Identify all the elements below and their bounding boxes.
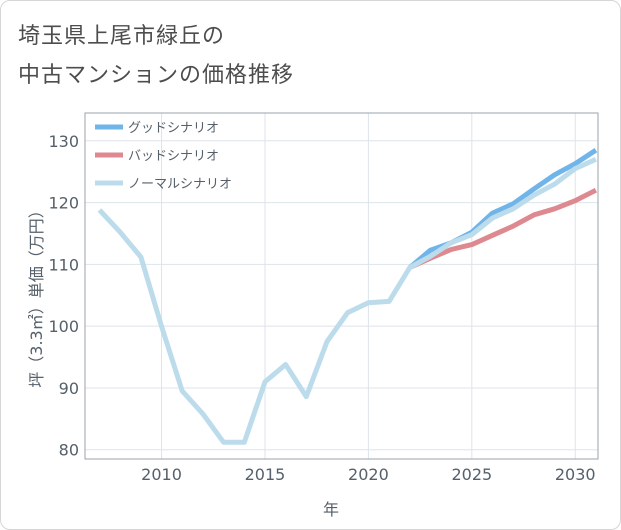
legend-label: バッドシナリオ [128, 149, 219, 164]
legend-label: ノーマルシナリオ [128, 177, 232, 192]
x-tick-label: 2025 [451, 465, 492, 484]
series-line-0 [408, 148, 598, 270]
series-line-1 [408, 187, 598, 270]
y-tick-label: 90 [59, 379, 79, 398]
x-tick-label: 2010 [141, 465, 182, 484]
series-line-2 [97, 157, 597, 445]
x-tick-labels: 2010 2015 2020 2025 2030 [141, 465, 595, 484]
x-axis-label: 年 [323, 500, 339, 519]
grid [85, 113, 598, 459]
y-tick-label: 130 [48, 132, 79, 151]
y-tick-label: 120 [48, 194, 79, 213]
y-tick-label: 110 [48, 255, 79, 274]
x-tick-label: 2030 [555, 465, 596, 484]
y-tick-label: 100 [48, 317, 79, 336]
y-tick-label: 80 [59, 441, 79, 460]
series-lines [97, 148, 598, 445]
plot-area [84, 112, 599, 460]
chart-title-line-1: 埼玉県上尾市緑丘の [18, 24, 226, 49]
chart-title-line-2: 中古マンションの価格推移 [18, 63, 295, 88]
x-tick-label: 2020 [348, 465, 389, 484]
plot-border [84, 112, 599, 460]
legend-label: グッドシナリオ [128, 121, 219, 136]
y-axis-label: 坪（3.3㎡）単価（万円） [27, 202, 46, 387]
x-tick-label: 2015 [245, 465, 286, 484]
y-tick-labels: 80 90 100 110 120 130 [48, 132, 79, 460]
